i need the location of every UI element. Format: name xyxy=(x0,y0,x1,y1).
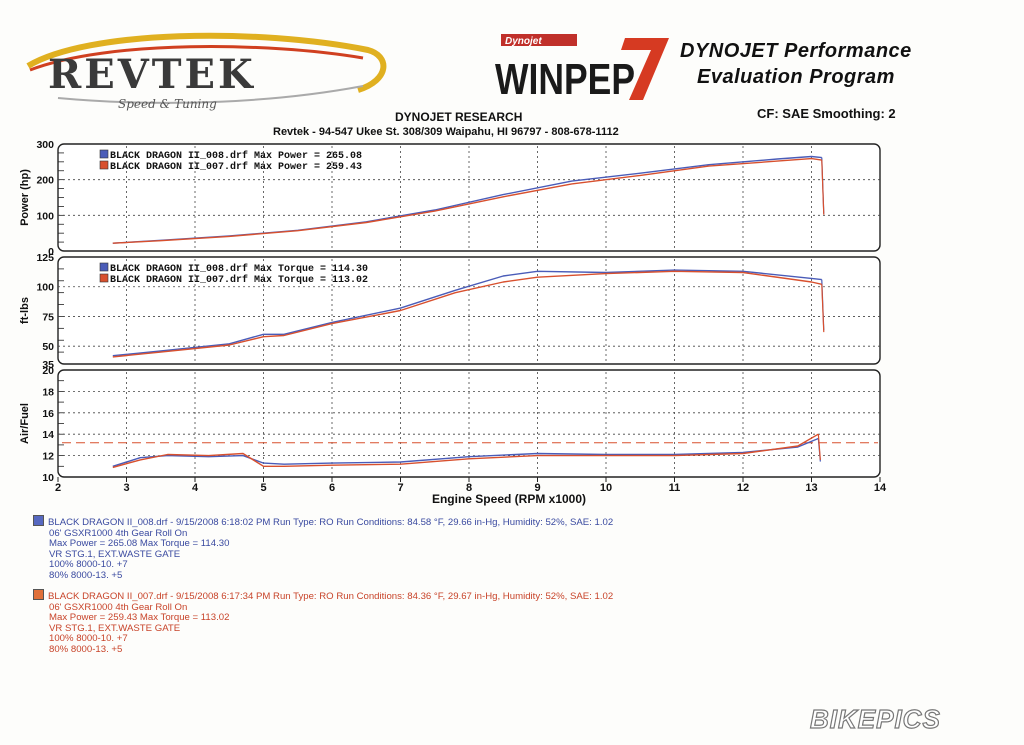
revtek-logo-text: REVTEK xyxy=(48,51,256,98)
run-1-line-1: 06' GSXR1000 4th Gear Roll On xyxy=(49,527,188,539)
x-tick-label: 10 xyxy=(600,482,612,494)
legend-entry-2: BLACK DRAGON II_007.drf Max Torque = 113… xyxy=(110,274,368,286)
run-2-line-3: VR STG.1, EXT.WASTE GATE xyxy=(49,622,181,634)
chart-panel-2: 35 50 75 100 125 ft-lbs BLACK DRAGON II_008.dr… xyxy=(19,252,881,371)
series-line-2 xyxy=(112,433,819,469)
x-tick-label: 8 xyxy=(466,482,472,494)
x-tick-label: 14 xyxy=(874,482,887,494)
y-axis-label: Power (hp) xyxy=(19,169,31,226)
x-tick-label: 12 xyxy=(737,482,749,494)
legend-entry-2: BLACK DRAGON II_007.drf Max Power = 259.… xyxy=(110,161,362,173)
x-tick-label: 5 xyxy=(260,482,266,494)
run-info-2: BLACK DRAGON II_007.drf - 9/15/2008 6:17… xyxy=(33,589,613,656)
y-tick-label: 100 xyxy=(36,210,54,222)
program-title-line2: Evaluation Program xyxy=(697,66,895,88)
x-tick-label: 9 xyxy=(534,482,540,494)
series-line-2 xyxy=(112,157,822,244)
series-tail-2 xyxy=(821,284,825,333)
program-title-line1: DYNOJET Performance xyxy=(680,40,912,62)
y-tick-label: 125 xyxy=(36,252,54,264)
run-2-line-5: 80% 8000-13. +5 xyxy=(49,643,123,655)
chart-panel-1: 0 100 200 300 Power (hp) BLACK DRAGON II_008.… xyxy=(19,139,881,258)
run-1-line-5: 80% 8000-13. +5 xyxy=(49,569,123,581)
y-tick-label: 50 xyxy=(42,341,54,353)
run-2-line-2: Max Power = 259.43 Max Torque = 113.02 xyxy=(49,612,230,624)
y-tick-label: 200 xyxy=(36,175,54,187)
y-tick-label: 300 xyxy=(36,139,54,151)
y-tick-label: 10 xyxy=(42,472,54,484)
x-axis-label: Engine Speed (RPM x1000) xyxy=(432,492,586,506)
legend-swatch-2 xyxy=(99,273,109,283)
legend-swatch-1 xyxy=(99,149,109,159)
winpep-logo: Dynojet WINPEP xyxy=(495,34,669,102)
y-tick-label: 14 xyxy=(42,429,54,441)
run-2-swatch xyxy=(33,589,44,600)
y-axis-label: ft-lbs xyxy=(19,297,31,324)
series-tail-2 xyxy=(821,160,825,215)
y-tick-label: 20 xyxy=(42,365,54,377)
run-1-line-3: VR STG.1, EXT.WASTE GATE xyxy=(49,548,181,560)
run-2-line-4: 100% 8000-10. +7 xyxy=(49,633,128,645)
x-tick-label: 3 xyxy=(123,482,129,494)
series-tail-2 xyxy=(817,434,821,460)
y-tick-label: 35 xyxy=(42,359,54,371)
series-line-2 xyxy=(112,270,822,358)
run-1-line-2: Max Power = 265.08 Max Torque = 114.30 xyxy=(49,538,230,550)
y-tick-label: 12 xyxy=(42,451,54,463)
series-line-1 xyxy=(112,269,822,357)
legend-swatch-2 xyxy=(99,160,109,170)
winpep-wordmark: WINPEP xyxy=(495,55,635,102)
x-tick-label: 6 xyxy=(329,482,335,494)
y-tick-label: 75 xyxy=(42,311,54,323)
bikepics-watermark: BIKEPICS xyxy=(809,703,941,734)
x-tick-label: 4 xyxy=(192,482,199,494)
run-1-header: BLACK DRAGON II_008.drf - 9/15/2008 6:18… xyxy=(48,517,614,528)
dynojet-badge: Dynojet xyxy=(505,36,542,47)
company-name: DYNOJET RESEARCH xyxy=(395,110,523,124)
company-address: Revtek - 94-547 Ukee St. 308/309 Waipahu… xyxy=(273,126,619,138)
x-tick-label: 13 xyxy=(805,482,817,494)
x-tick-label: 2 xyxy=(55,482,61,494)
chart-panel-3: 10 12 14 16 18 20 Air/Fuel xyxy=(19,365,881,484)
x-tick-label: 11 xyxy=(669,482,681,494)
run-1-swatch xyxy=(33,515,44,526)
run-2-line-1: 06' GSXR1000 4th Gear Roll On xyxy=(49,601,188,613)
x-tick-label: 7 xyxy=(397,482,403,494)
legend-entry-1: BLACK DRAGON II_008.drf Max Power = 265.… xyxy=(110,150,362,162)
legend-swatch-1 xyxy=(99,262,109,272)
correction-factor: CF: SAE Smoothing: 2 xyxy=(757,106,896,121)
run-info-1: BLACK DRAGON II_008.drf - 9/15/2008 6:18… xyxy=(33,515,613,582)
series-line-1 xyxy=(112,437,819,467)
y-tick-label: 16 xyxy=(42,408,54,420)
revtek-logo-tagline: Speed & Tuning xyxy=(118,97,217,111)
run-1-line-4: 100% 8000-10. +7 xyxy=(49,559,128,571)
legend-entry-1: BLACK DRAGON II_008.drf Max Torque = 114… xyxy=(110,263,368,275)
y-tick-label: 0 xyxy=(48,246,54,258)
run-2-header: BLACK DRAGON II_007.drf - 9/15/2008 6:17… xyxy=(48,591,614,602)
y-axis-label: Air/Fuel xyxy=(19,403,31,444)
y-tick-label: 18 xyxy=(42,386,54,398)
revtek-logo: REVTEK Speed & Tuning xyxy=(26,32,387,111)
y-tick-label: 100 xyxy=(36,282,54,294)
